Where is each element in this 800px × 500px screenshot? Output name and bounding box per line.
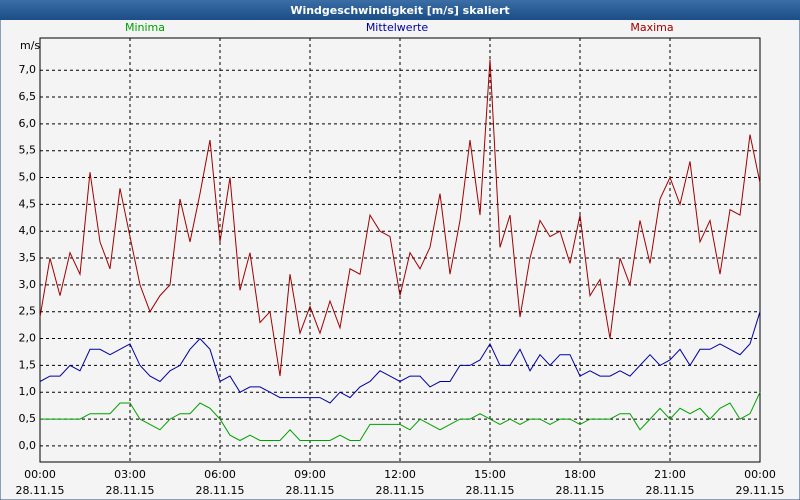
y-tick-label: 5,0: [19, 171, 37, 184]
legend-entry: Minima: [125, 21, 165, 34]
x-tick-label: 06:00 28.11.15: [196, 468, 245, 497]
legend-entry: Mittelwerte: [366, 21, 429, 34]
chart-title: Windgeschwindigkeit [m/s] skaliert: [290, 4, 509, 17]
x-tick-label: 21:00 28.11.15: [646, 468, 695, 497]
y-tick-label: 3,5: [19, 251, 37, 264]
data-line: [39, 59, 761, 377]
y-tick-label: 4,5: [19, 197, 37, 210]
x-tick-label: 12:00 28.11.15: [376, 468, 425, 497]
y-tick-label: 0,5: [19, 412, 37, 425]
x-tick-label: 00:00 28.11.15: [16, 468, 65, 497]
title-bar: [0, 0, 800, 20]
x-tick-label: 18:00 28.11.15: [556, 468, 605, 497]
y-tick-label: 2,0: [19, 332, 37, 345]
x-tick-label: 15:00 28.11.15: [466, 468, 515, 497]
y-axis-label: m/s: [20, 39, 40, 52]
legend-entry: Maxima: [630, 21, 673, 34]
y-tick-label: 0,0: [19, 439, 37, 452]
y-tick-label: 1,0: [19, 385, 37, 398]
y-tick-label: 7,0: [19, 63, 37, 76]
y-tick-label: 4,0: [19, 224, 37, 237]
x-tick-label: 00:00 29.11.15: [736, 468, 785, 497]
y-tick-label: 5,5: [19, 144, 37, 157]
y-tick-label: 3,0: [19, 278, 37, 291]
y-tick-label: 6,0: [19, 117, 37, 130]
y-tick-label: 6,5: [19, 90, 37, 103]
data-line: [40, 391, 761, 442]
x-tick-label: 03:00 28.11.15: [106, 468, 155, 497]
x-tick-label: 09:00 28.11.15: [286, 468, 335, 497]
y-tick-label: 1,5: [19, 358, 37, 371]
data-line: [39, 311, 761, 404]
y-tick-label: 2,5: [19, 305, 37, 318]
